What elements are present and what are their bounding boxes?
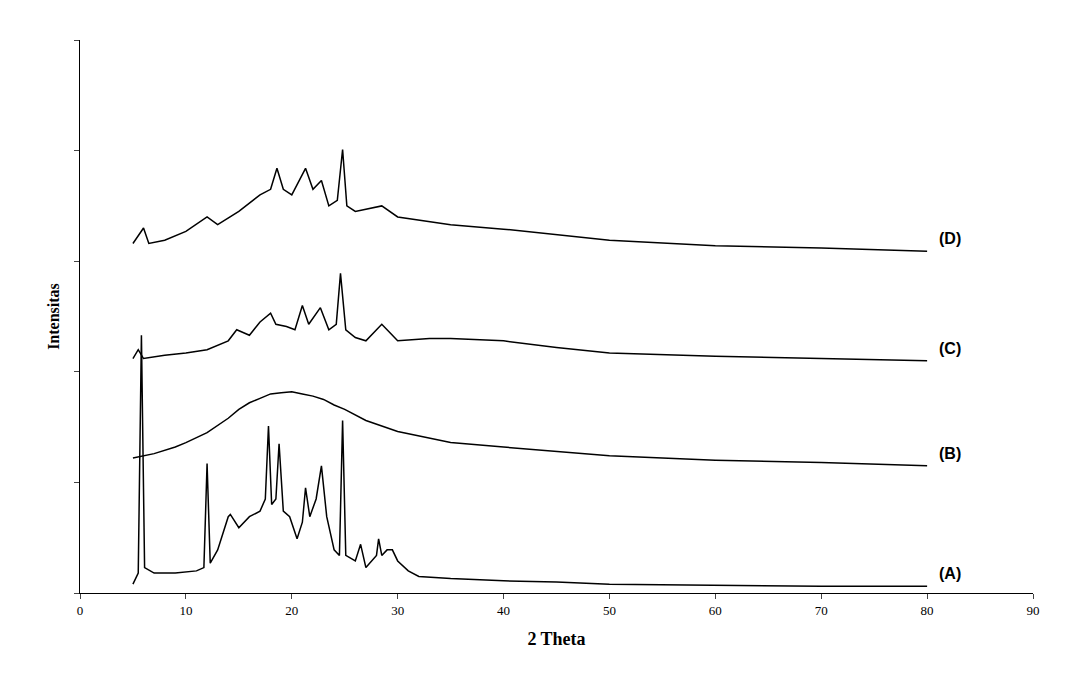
svg-text:30: 30 — [391, 603, 404, 618]
svg-text:10: 10 — [179, 603, 192, 618]
svg-text:(C): (C) — [939, 340, 961, 357]
svg-text:20: 20 — [285, 603, 298, 618]
svg-text:80: 80 — [921, 603, 934, 618]
svg-text:0: 0 — [77, 603, 84, 618]
svg-text:(A): (A) — [939, 565, 961, 582]
svg-text:50: 50 — [603, 603, 616, 618]
svg-text:70: 70 — [815, 603, 828, 618]
svg-text:(B): (B) — [939, 445, 961, 462]
svg-text:40: 40 — [497, 603, 510, 618]
svg-text:60: 60 — [709, 603, 722, 618]
svg-text:(D): (D) — [939, 230, 961, 247]
svg-text:Intensitas: Intensitas — [45, 283, 62, 350]
svg-text:90: 90 — [1027, 603, 1040, 618]
svg-text:2 Theta: 2 Theta — [527, 629, 585, 649]
